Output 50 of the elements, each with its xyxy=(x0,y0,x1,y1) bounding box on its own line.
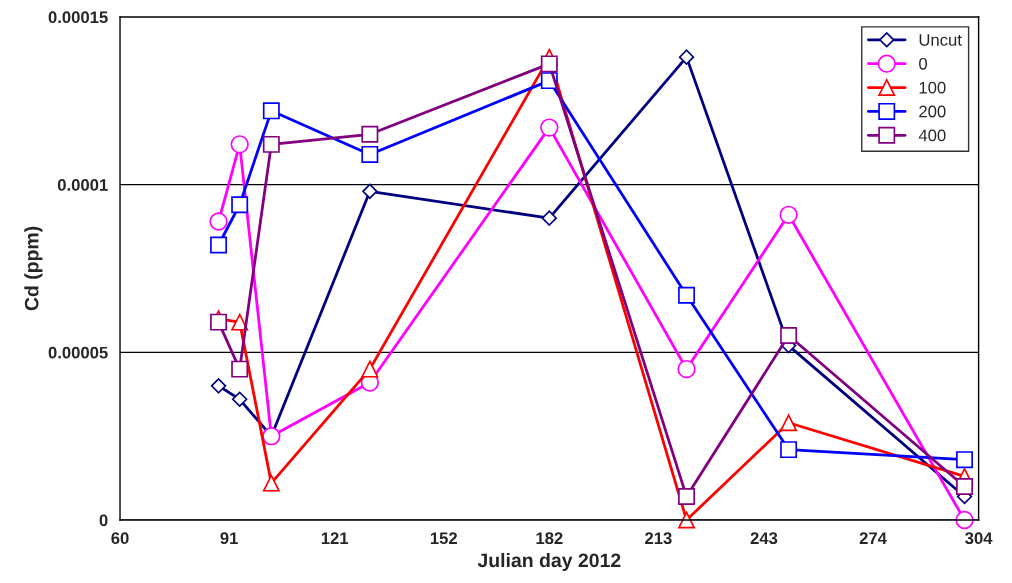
legend-label: 100 xyxy=(919,81,946,94)
point xyxy=(677,359,696,379)
y-tick-label: 0.00005 xyxy=(48,346,108,359)
point xyxy=(779,205,798,224)
legend-label: 200 xyxy=(919,105,946,118)
point xyxy=(362,183,378,200)
point xyxy=(361,145,379,163)
point xyxy=(209,212,228,231)
x-tick-label: 60 xyxy=(111,532,129,545)
point xyxy=(678,488,696,506)
point xyxy=(678,49,695,65)
point xyxy=(780,327,798,345)
point xyxy=(956,478,974,495)
point xyxy=(262,474,280,492)
point xyxy=(230,135,249,154)
y-tick-label: 0.00015 xyxy=(48,11,108,24)
point xyxy=(361,360,379,378)
point xyxy=(231,360,249,378)
legend-label: 0 xyxy=(919,57,928,70)
x-tick-label: 304 xyxy=(965,532,993,545)
point xyxy=(678,286,696,304)
point xyxy=(231,313,249,331)
x-tick-label: 91 xyxy=(220,532,238,545)
legend-label: 400 xyxy=(918,129,946,142)
x-axis-title: Julian day 2012 xyxy=(477,552,621,572)
point xyxy=(231,196,249,214)
point xyxy=(231,391,248,407)
y-tick-label: 0 xyxy=(99,514,108,527)
legend-label: Uncut xyxy=(919,34,962,46)
point xyxy=(262,135,280,153)
y-axis-title: Cd (ppm) xyxy=(24,226,43,311)
point xyxy=(780,414,798,432)
point xyxy=(541,210,558,226)
point xyxy=(956,451,974,469)
point xyxy=(678,511,696,529)
point xyxy=(210,236,228,254)
x-tick-label: 152 xyxy=(430,532,457,545)
x-tick-label: 243 xyxy=(750,532,778,545)
point xyxy=(540,118,559,137)
x-tick-label: 213 xyxy=(645,532,672,545)
x-tick-label: 274 xyxy=(859,532,887,544)
point xyxy=(361,125,379,143)
x-tick-label: 121 xyxy=(321,532,349,544)
point xyxy=(210,378,227,394)
point xyxy=(262,102,280,120)
point xyxy=(210,313,228,331)
y-tick-label: 0.0001 xyxy=(57,179,108,191)
x-tick-label: 182 xyxy=(536,532,563,545)
point xyxy=(540,55,558,73)
point xyxy=(780,441,798,459)
